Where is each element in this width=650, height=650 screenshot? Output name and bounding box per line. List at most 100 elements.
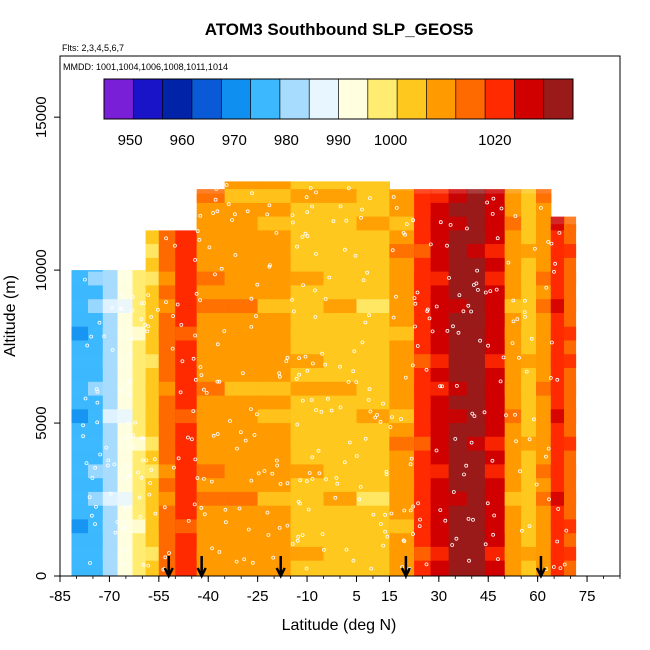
heatmap-band bbox=[102, 409, 119, 424]
heatmap-band bbox=[88, 299, 104, 313]
sample-point bbox=[249, 296, 254, 301]
heatmap-band bbox=[290, 244, 325, 258]
sample-point bbox=[515, 317, 520, 322]
heatmap-band bbox=[414, 381, 432, 396]
sample-point bbox=[310, 476, 315, 481]
colorbar-segment bbox=[543, 79, 574, 119]
heatmap-band bbox=[448, 546, 468, 561]
heatmap-band bbox=[484, 271, 506, 286]
sample-point bbox=[254, 412, 259, 417]
heatmap-band bbox=[504, 519, 522, 534]
sample-point bbox=[550, 340, 554, 345]
heatmap-band bbox=[71, 519, 89, 534]
heatmap-band bbox=[132, 381, 147, 396]
sample-point bbox=[83, 396, 88, 401]
heatmap-band bbox=[466, 299, 486, 313]
sample-point bbox=[352, 349, 357, 354]
sample-point bbox=[136, 470, 140, 475]
sample-point bbox=[81, 423, 85, 428]
heatmap-band bbox=[356, 299, 390, 313]
sample-point bbox=[140, 458, 145, 463]
sample-point bbox=[256, 471, 261, 476]
sample-point bbox=[167, 551, 171, 555]
sample-point bbox=[342, 247, 347, 252]
heatmap-band bbox=[132, 409, 147, 424]
heatmap-band bbox=[389, 354, 415, 368]
sample-point bbox=[361, 278, 366, 283]
flights-label: Flts: 2,3,4,5,6,7 bbox=[62, 43, 124, 53]
heatmap-band bbox=[448, 436, 468, 451]
heatmap-band bbox=[466, 354, 486, 368]
heatmap-band bbox=[448, 381, 468, 396]
sample-point bbox=[123, 505, 127, 510]
sample-point bbox=[317, 471, 322, 476]
heatmap-band bbox=[71, 409, 89, 424]
sample-point bbox=[255, 282, 260, 287]
sample-point bbox=[133, 420, 138, 425]
heatmap-band bbox=[564, 519, 577, 534]
heatmap-band bbox=[196, 244, 226, 258]
sample-point bbox=[175, 302, 180, 307]
sample-point bbox=[129, 336, 134, 341]
sample-point bbox=[217, 550, 222, 554]
heatmap-band bbox=[356, 244, 390, 258]
sample-point bbox=[234, 559, 239, 564]
heatmap-band bbox=[448, 519, 468, 534]
sample-point bbox=[306, 507, 311, 512]
sample-point bbox=[495, 236, 500, 241]
sample-point bbox=[464, 463, 469, 468]
sample-point bbox=[138, 514, 143, 519]
sample-point bbox=[383, 513, 388, 517]
sample-point bbox=[137, 495, 142, 500]
sample-point bbox=[534, 482, 539, 487]
sample-point bbox=[214, 186, 219, 191]
heatmap-band bbox=[102, 491, 119, 506]
sample-point bbox=[363, 320, 368, 325]
sample-point bbox=[453, 436, 458, 441]
sample-point bbox=[470, 411, 475, 416]
sample-point bbox=[357, 497, 362, 502]
heatmap-band bbox=[484, 326, 506, 341]
sample-point bbox=[294, 376, 299, 381]
heatmap-band bbox=[484, 216, 506, 231]
sample-point bbox=[411, 218, 416, 223]
sample-point bbox=[539, 205, 543, 210]
heatmap-band bbox=[389, 409, 415, 424]
sample-point bbox=[342, 460, 347, 465]
sample-point bbox=[277, 371, 282, 376]
heatmap-band bbox=[466, 189, 486, 203]
heatmap-band bbox=[88, 519, 104, 534]
heatmap-band bbox=[550, 354, 565, 368]
heatmap-band bbox=[536, 354, 552, 368]
sample-point bbox=[401, 538, 406, 543]
heatmap-band bbox=[257, 189, 292, 203]
sample-point bbox=[327, 275, 332, 280]
heatmap-band bbox=[389, 216, 415, 231]
sample-point bbox=[514, 439, 518, 444]
sample-point bbox=[338, 204, 343, 209]
heatmap-band bbox=[196, 381, 226, 396]
sample-point bbox=[110, 305, 115, 310]
colorbar-segment bbox=[485, 79, 515, 119]
sample-point bbox=[367, 313, 371, 318]
heatmap-band bbox=[414, 491, 432, 506]
heatmap-band bbox=[257, 216, 292, 231]
sample-point bbox=[564, 528, 569, 533]
heatmap-band bbox=[564, 491, 577, 506]
sample-point bbox=[215, 209, 220, 214]
sample-point bbox=[277, 374, 282, 379]
sample-point bbox=[207, 245, 212, 250]
sample-point bbox=[274, 458, 279, 463]
heatmap-band bbox=[145, 519, 160, 534]
sample-point bbox=[300, 533, 305, 537]
sample-point bbox=[445, 243, 449, 248]
x-tick-label: -10 bbox=[296, 588, 318, 605]
heatmap-band bbox=[132, 354, 147, 368]
heatmap-band bbox=[257, 271, 292, 286]
heatmap-band bbox=[196, 354, 226, 368]
heatmap-band bbox=[389, 491, 415, 506]
sample-point bbox=[450, 543, 455, 547]
sample-point bbox=[193, 333, 198, 338]
sample-point bbox=[499, 206, 504, 211]
heatmap-band bbox=[290, 381, 325, 396]
